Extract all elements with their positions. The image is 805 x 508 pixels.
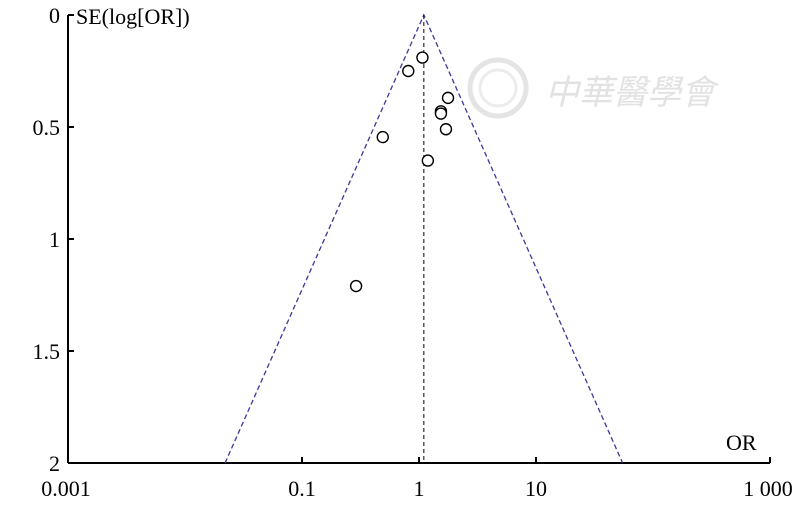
watermark-text: 中華醫學會 [545, 73, 720, 113]
y-tick-label: 0 [49, 3, 60, 28]
x-tick-label: 1 [414, 476, 425, 501]
x-tick-label: 0.001 [41, 476, 91, 501]
study-point [376, 130, 389, 144]
y-tick-label: 1 [49, 227, 60, 252]
y-tick-label: 2 [49, 451, 60, 476]
study-point [349, 279, 363, 293]
y-tick-label: 1.5 [33, 339, 61, 364]
x-axis-label: OR [726, 430, 757, 455]
y-tick-label: 0.5 [33, 115, 61, 140]
study-point [441, 91, 455, 105]
study-point [439, 123, 453, 136]
x-tick-label: 0.1 [288, 476, 316, 501]
study-point [402, 64, 415, 78]
x-tick-label: 1 000 [743, 476, 793, 501]
y-axis-label: SE(log[OR]) [76, 4, 190, 29]
study-point [434, 107, 448, 120]
x-tick-label: 10 [525, 476, 547, 501]
study-point [421, 154, 435, 167]
study-point [416, 51, 429, 64]
watermark-logo: 中華醫學會 [467, 57, 720, 119]
